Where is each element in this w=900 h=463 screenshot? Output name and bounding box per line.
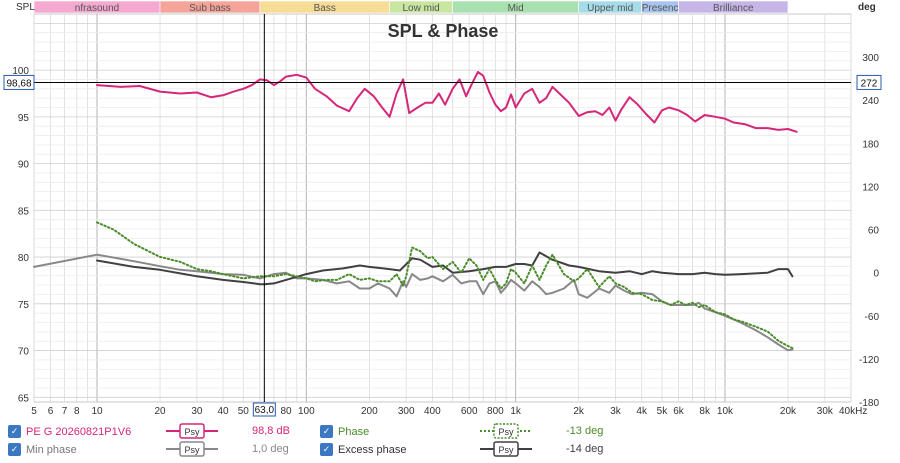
y2-tick-label: -180 bbox=[859, 398, 879, 409]
y-axis-title: SPL bbox=[16, 2, 35, 13]
cursor-x-box bbox=[252, 402, 276, 417]
legend-name-excess-phase: Excess phase bbox=[338, 443, 407, 456]
x-tick-label: 200 bbox=[361, 406, 378, 417]
x-tick-label: 4k bbox=[636, 406, 648, 417]
legend: ✓ PE G 20260821P1V6 Psy 98,8 dB ✓ Phase … bbox=[0, 420, 900, 463]
x-tick-label: 10k bbox=[717, 406, 734, 417]
cursor[interactable]: 63,0 98,68 272 bbox=[3, 14, 882, 417]
swatch-label-min-phase: Psy bbox=[184, 445, 200, 455]
y-tick-label: 85 bbox=[18, 206, 30, 217]
legend-name-spl: PE G 20260821P1V6 bbox=[26, 425, 132, 438]
y-tick-label: 90 bbox=[18, 160, 30, 171]
legend-value-excess-phase: -14 deg bbox=[566, 443, 604, 455]
legend-value-min-phase: 1,0 deg bbox=[252, 443, 289, 455]
y-tick-label: 95 bbox=[18, 113, 30, 124]
cursor-x-readout: 63,0 bbox=[255, 405, 275, 416]
frequency-bands: nfrasound Sub bass Bass Low mid Mid Upper mid… bbox=[33, 0, 789, 14]
x-tick-label: 8 bbox=[74, 406, 80, 417]
band-label-2: Bass bbox=[314, 3, 336, 14]
y-tick-label: 80 bbox=[18, 253, 30, 264]
series-line-excess-phase bbox=[96, 251, 794, 286]
y2-tick-label: 60 bbox=[868, 226, 880, 237]
swatch-phase[interactable]: Psy bbox=[480, 423, 532, 439]
band-label-3: Low mid bbox=[403, 3, 440, 14]
x-tick-label: 20k bbox=[780, 406, 797, 417]
spl-phase-chart: nfrasound Sub bass Bass Low mid Mid Upper mid… bbox=[3, 0, 882, 417]
x-tick-label: 8k bbox=[699, 406, 711, 417]
band-7 bbox=[678, 0, 789, 14]
swatch-label-excess-phase: Psy bbox=[498, 445, 514, 455]
plot-area bbox=[33, 13, 852, 403]
x-tick-label: 800 bbox=[487, 406, 504, 417]
x-tick-label: 100 bbox=[298, 406, 315, 417]
y2-tick-label: -120 bbox=[859, 355, 879, 366]
checkbox-phase[interactable]: ✓ bbox=[320, 425, 333, 438]
band-label-6: Presenc bbox=[642, 3, 679, 14]
series-line-pe-g-20260821p1v6 bbox=[96, 71, 798, 133]
legend-entry-excess-phase[interactable]: ✓ Excess phase bbox=[320, 441, 406, 458]
y2-tick-label: 300 bbox=[862, 53, 879, 64]
y2-tick-label: 120 bbox=[862, 182, 879, 193]
y2-axis-title: deg bbox=[858, 2, 876, 13]
x-tick-label: 5 bbox=[31, 406, 37, 417]
band-label-4: Mid bbox=[508, 3, 524, 14]
cursor-y2-box bbox=[856, 74, 882, 90]
x-tick-label: 600 bbox=[461, 406, 478, 417]
y-tick-label: 65 bbox=[18, 393, 30, 404]
x-tick-label: 5k bbox=[657, 406, 669, 417]
series-line-phase bbox=[96, 221, 794, 350]
x-tick-label: 40 bbox=[217, 406, 229, 417]
chart-title: SPL & Phase bbox=[388, 21, 499, 41]
cursor-y2-readout: 272 bbox=[861, 78, 878, 89]
x-tick-label: 50 bbox=[238, 406, 250, 417]
x-tick-label: 6 bbox=[48, 406, 54, 417]
x-tick-label: 80 bbox=[280, 406, 292, 417]
y-tick-label: 70 bbox=[18, 347, 30, 358]
y-tick-label: 100 bbox=[12, 66, 29, 77]
y-tick-label: 75 bbox=[18, 300, 30, 311]
checkbox-spl[interactable]: ✓ bbox=[8, 425, 21, 438]
grid bbox=[33, 13, 852, 403]
band-label-5: Upper mid bbox=[587, 3, 633, 14]
axes: 5 6 7 8 10 20 30 40 50 80 100 200 300 400 600 800 1k 2k 3k… bbox=[12, 53, 879, 417]
cursor-y-box bbox=[3, 74, 35, 90]
legend-entry-min-phase[interactable]: ✓ Min phase bbox=[8, 441, 77, 458]
legend-name-phase: Phase bbox=[338, 425, 370, 438]
band-label-1: Sub bass bbox=[189, 3, 231, 14]
x-tick-label: 7 bbox=[62, 406, 68, 417]
swatch-label-phase: Psy bbox=[498, 427, 514, 437]
y2-tick-label: 0 bbox=[873, 269, 879, 280]
x-tick-label: 30 bbox=[191, 406, 203, 417]
x-tick-label: 40kHz bbox=[839, 406, 867, 417]
y2-tick-label: -60 bbox=[865, 312, 880, 323]
x-tick-label: 2k bbox=[573, 406, 585, 417]
cursor-y-readout: 98,68 bbox=[6, 78, 31, 89]
legend-entry-spl[interactable]: ✓ PE G 20260821P1V6 bbox=[8, 423, 131, 440]
checkbox-min-phase[interactable]: ✓ bbox=[8, 443, 21, 456]
x-tick-label: 10 bbox=[91, 406, 103, 417]
checkbox-excess-phase[interactable]: ✓ bbox=[320, 443, 333, 456]
swatch-min-phase[interactable]: Psy bbox=[166, 441, 218, 457]
y2-tick-label: 240 bbox=[862, 96, 879, 107]
x-tick-label: 3k bbox=[610, 406, 622, 417]
x-tick-label: 30k bbox=[817, 406, 834, 417]
y2-tick-label: 180 bbox=[862, 139, 879, 150]
legend-name-min-phase: Min phase bbox=[26, 443, 77, 456]
swatch-label-spl: Psy bbox=[184, 427, 200, 437]
swatch-spl[interactable]: Psy bbox=[166, 423, 218, 439]
x-tick-label: 20 bbox=[154, 406, 166, 417]
legend-value-spl: 98,8 dB bbox=[252, 425, 290, 437]
x-tick-label: 400 bbox=[424, 406, 441, 417]
band-label-7: Brilliance bbox=[713, 3, 754, 14]
x-tick-label: 6k bbox=[673, 406, 685, 417]
x-tick-label: 1k bbox=[510, 406, 522, 417]
swatch-excess-phase[interactable]: Psy bbox=[480, 441, 532, 457]
legend-entry-phase[interactable]: ✓ Phase bbox=[320, 423, 369, 440]
series-layer bbox=[33, 71, 798, 352]
band-label-0: nfrasound bbox=[75, 3, 119, 14]
legend-value-phase: -13 deg bbox=[566, 425, 604, 437]
x-tick-label: 300 bbox=[398, 406, 415, 417]
